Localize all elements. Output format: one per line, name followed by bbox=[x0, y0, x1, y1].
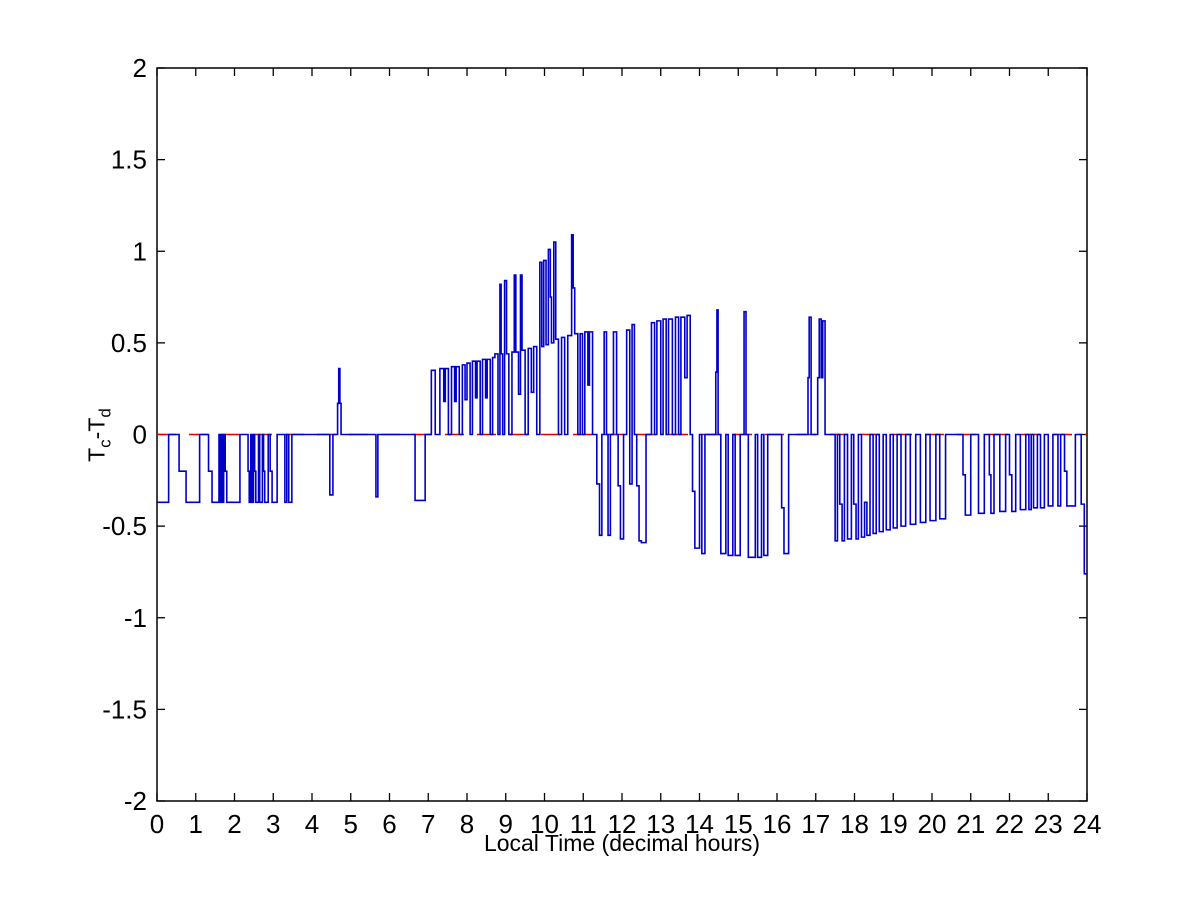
y-tick-label: 2 bbox=[133, 53, 147, 83]
x-tick-label: 24 bbox=[1073, 809, 1102, 839]
x-tick-label: 20 bbox=[918, 809, 947, 839]
y-tick-label: 0.5 bbox=[111, 328, 147, 358]
x-tick-label: 23 bbox=[1034, 809, 1063, 839]
x-tick-label: 8 bbox=[460, 809, 474, 839]
x-tick-label: 19 bbox=[879, 809, 908, 839]
x-tick-label: 5 bbox=[344, 809, 358, 839]
x-tick-label: 15 bbox=[724, 809, 753, 839]
x-tick-label: 1 bbox=[189, 809, 203, 839]
x-tick-label: 14 bbox=[685, 809, 714, 839]
x-tick-label: 17 bbox=[801, 809, 830, 839]
y-tick-label: -0.5 bbox=[102, 511, 147, 541]
x-tick-label: 22 bbox=[995, 809, 1024, 839]
x-tick-label: 7 bbox=[421, 809, 435, 839]
x-tick-label: 10 bbox=[530, 809, 559, 839]
x-tick-label: 16 bbox=[763, 809, 792, 839]
x-tick-label: 6 bbox=[382, 809, 396, 839]
y-tick-label: 0 bbox=[133, 420, 147, 450]
y-tick-label: -1.5 bbox=[102, 694, 147, 724]
x-tick-label: 12 bbox=[608, 809, 637, 839]
x-tick-label: 18 bbox=[840, 809, 869, 839]
y-axis-label-main2: -T bbox=[83, 417, 110, 440]
x-tick-label: 3 bbox=[266, 809, 280, 839]
y-axis-label: Tc-Td bbox=[83, 408, 115, 462]
x-tick-label: 21 bbox=[956, 809, 985, 839]
x-tick-label: 0 bbox=[150, 809, 164, 839]
x-tick-label: 9 bbox=[499, 809, 513, 839]
y-axis-label-sub-d: d bbox=[95, 408, 115, 418]
x-tick-label: 13 bbox=[646, 809, 675, 839]
x-tick-label: 11 bbox=[570, 809, 597, 839]
y-tick-label: 1.5 bbox=[111, 145, 147, 175]
y-axis-label-sub-c: c bbox=[95, 439, 115, 448]
y-tick-label: 1 bbox=[133, 236, 147, 266]
y-tick-label: -2 bbox=[124, 786, 147, 816]
x-tick-label: 2 bbox=[227, 809, 241, 839]
x-axis-label: Local Time (decimal hours) bbox=[483, 830, 761, 856]
y-axis-label-main: T bbox=[83, 447, 110, 462]
tick-marks bbox=[156, 67, 1088, 802]
y-tick-label: -1 bbox=[124, 603, 147, 633]
data-series-line bbox=[157, 233, 1087, 575]
x-tick-label: 4 bbox=[305, 809, 319, 839]
